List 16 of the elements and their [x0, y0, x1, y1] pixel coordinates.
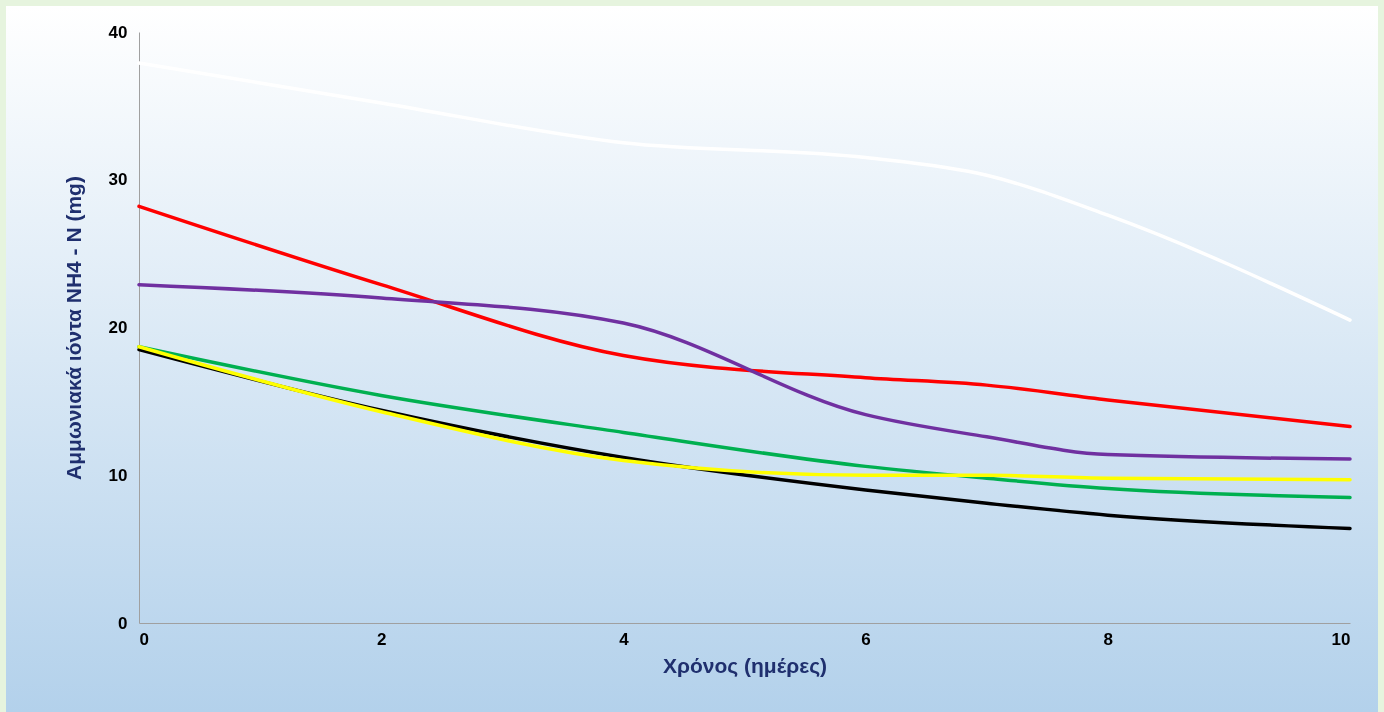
- y-tick-label: 0: [118, 613, 128, 633]
- x-tick-label: 8: [1103, 629, 1114, 649]
- x-tick-label: 6: [861, 629, 871, 649]
- line-series: [137, 282, 1352, 461]
- x-tick-label: 10: [1331, 629, 1351, 649]
- line-series: [137, 61, 1352, 322]
- y-tick-label: 20: [108, 318, 128, 337]
- x-tick-label: 0: [139, 629, 149, 649]
- y-tick-label: 40: [108, 22, 128, 42]
- x-tick-label: 4: [619, 629, 630, 649]
- y-tick-label: 30: [108, 170, 128, 190]
- y-tick-label: 10: [108, 465, 128, 485]
- y-axis-title: Αμμωνιακά ιόντα NH4 - N (mg): [61, 176, 85, 480]
- line-series: [137, 204, 1352, 429]
- x-axis-title: Χρόνος (ημέρες): [662, 653, 828, 678]
- x-tick-label: 2: [376, 629, 387, 649]
